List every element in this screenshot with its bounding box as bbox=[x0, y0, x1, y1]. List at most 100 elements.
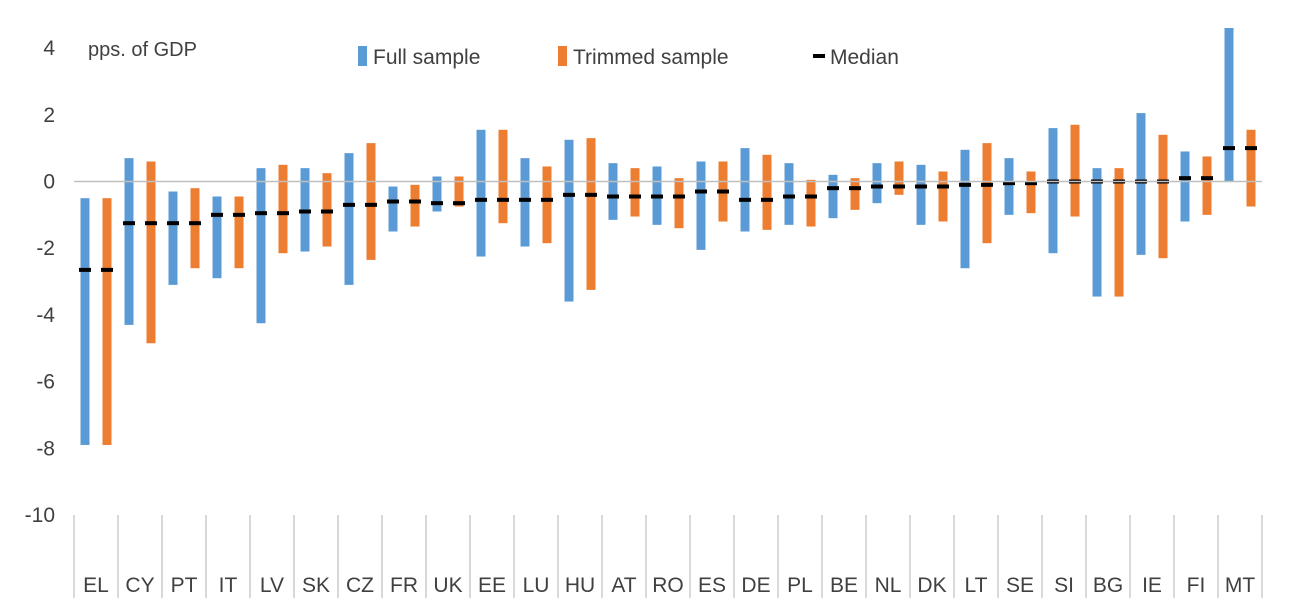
bars-layer bbox=[80, 28, 1256, 445]
bar-trimmed-at bbox=[630, 168, 640, 217]
bar-full-at bbox=[608, 163, 618, 220]
median-marker-be-full bbox=[827, 186, 839, 191]
y-tick-label: 4 bbox=[43, 37, 55, 60]
median-marker-ee-trimmed bbox=[497, 197, 509, 202]
bar-full-ie bbox=[1136, 113, 1146, 255]
median-marker-lu-full bbox=[519, 197, 531, 202]
median-marker-be-trimmed bbox=[849, 186, 861, 191]
axes-layer: 4 2 0 -2 -4 -6 -8 -10 EL CY PT IT LV SK CZ FR UK EE LU HU AT… bbox=[25, 37, 1263, 598]
median-marker-sk-trimmed bbox=[321, 209, 333, 214]
bar-full-hu bbox=[564, 139, 574, 302]
median-marker-at-full bbox=[607, 194, 619, 199]
category-label-pl: PL bbox=[787, 574, 813, 597]
median-marker-cz-trimmed bbox=[365, 202, 377, 207]
legend-label-trimmed: Trimmed sample bbox=[573, 46, 729, 69]
category-label-si: SI bbox=[1054, 574, 1074, 597]
category-label-cy: CY bbox=[125, 574, 154, 597]
bar-full-pt bbox=[168, 191, 178, 285]
median-marker-nl-trimmed bbox=[893, 184, 905, 189]
category-label-lt: LT bbox=[965, 574, 988, 597]
bar-trimmed-ee bbox=[498, 129, 508, 224]
bar-trimmed-lu bbox=[542, 166, 552, 244]
median-marker-de-full bbox=[739, 197, 751, 202]
bar-trimmed-lv bbox=[278, 164, 288, 254]
bar-full-fi bbox=[1180, 151, 1190, 222]
median-marker-fi-trimmed bbox=[1201, 176, 1213, 181]
y-tick-label: 0 bbox=[43, 171, 55, 194]
bar-full-el bbox=[80, 198, 90, 445]
bar-full-dk bbox=[916, 164, 926, 225]
y-tick-label: -4 bbox=[36, 304, 55, 327]
legend-swatch-full bbox=[358, 46, 367, 66]
bar-full-lt bbox=[960, 149, 970, 269]
bar-full-ee bbox=[476, 129, 486, 257]
median-marker-dk-full bbox=[915, 184, 927, 189]
bar-trimmed-mt bbox=[1246, 129, 1256, 207]
y-tick-label: -6 bbox=[36, 371, 55, 394]
median-marker-fr-full bbox=[387, 199, 399, 204]
median-marker-se-trimmed bbox=[1025, 181, 1037, 186]
bar-trimmed-se bbox=[1026, 171, 1036, 214]
bar-trimmed-de bbox=[762, 154, 772, 230]
median-marker-se-full bbox=[1003, 181, 1015, 186]
legend-swatch-median bbox=[813, 54, 825, 58]
category-label-at: AT bbox=[611, 574, 636, 597]
category-label-fi: FI bbox=[1187, 574, 1206, 597]
y-tick-label: -10 bbox=[25, 504, 55, 527]
bar-full-es bbox=[696, 161, 706, 250]
bar-full-lu bbox=[520, 158, 530, 247]
median-marker-es-full bbox=[695, 189, 707, 194]
bar-trimmed-be bbox=[850, 178, 860, 210]
bar-full-de bbox=[740, 148, 750, 232]
median-marker-fi-full bbox=[1179, 176, 1191, 181]
category-label-lv: LV bbox=[260, 574, 284, 597]
bar-trimmed-ie bbox=[1158, 134, 1168, 259]
bar-trimmed-pl bbox=[806, 179, 816, 227]
bar-full-be bbox=[828, 174, 838, 219]
category-label-sk: SK bbox=[302, 574, 330, 597]
median-marker-pt-full bbox=[167, 221, 179, 226]
bar-full-fr bbox=[388, 186, 398, 232]
bar-trimmed-lt bbox=[982, 143, 992, 244]
bar-full-mt bbox=[1224, 28, 1234, 182]
bar-trimmed-bg bbox=[1114, 168, 1124, 297]
median-marker-ro-trimmed bbox=[673, 194, 685, 199]
median-marker-lu-trimmed bbox=[541, 197, 553, 202]
unit-label: pps. of GDP bbox=[88, 39, 197, 61]
median-marker-cy-full bbox=[123, 221, 135, 226]
bar-trimmed-uk bbox=[454, 176, 464, 207]
bar-full-cz bbox=[344, 153, 354, 285]
bar-full-cy bbox=[124, 158, 134, 325]
median-marker-uk-full bbox=[431, 201, 443, 206]
category-label-dk: DK bbox=[917, 574, 946, 597]
median-marker-pl-trimmed bbox=[805, 194, 817, 199]
category-label-hu: HU bbox=[565, 574, 595, 597]
bar-full-it bbox=[212, 196, 222, 279]
bar-full-si bbox=[1048, 128, 1058, 254]
bar-trimmed-fi bbox=[1202, 156, 1212, 215]
category-label-be: BE bbox=[830, 574, 858, 597]
median-marker-mt-full bbox=[1223, 146, 1235, 151]
category-label-it: IT bbox=[219, 574, 238, 597]
category-label-se: SE bbox=[1006, 574, 1034, 597]
bar-trimmed-pt bbox=[190, 188, 200, 269]
bar-full-pl bbox=[784, 163, 794, 225]
y-tick-label: -2 bbox=[36, 237, 55, 260]
median-marker-dk-trimmed bbox=[937, 184, 949, 189]
median-marker-lt-full bbox=[959, 182, 971, 187]
category-label-de: DE bbox=[741, 574, 770, 597]
median-marker-hu-full bbox=[563, 192, 575, 197]
median-marker-lv-full bbox=[255, 211, 267, 216]
median-markers-layer bbox=[79, 146, 1257, 272]
category-label-cz: CZ bbox=[346, 574, 374, 597]
median-marker-sk-full bbox=[299, 209, 311, 214]
median-marker-mt-trimmed bbox=[1245, 146, 1257, 151]
median-marker-ee-full bbox=[475, 197, 487, 202]
bar-trimmed-cz bbox=[366, 143, 376, 260]
y-tick-label: 2 bbox=[43, 104, 55, 127]
bar-trimmed-it bbox=[234, 196, 244, 269]
bar-full-nl bbox=[872, 163, 882, 204]
bar-trimmed-dk bbox=[938, 171, 948, 222]
bar-trimmed-cy bbox=[146, 161, 156, 344]
